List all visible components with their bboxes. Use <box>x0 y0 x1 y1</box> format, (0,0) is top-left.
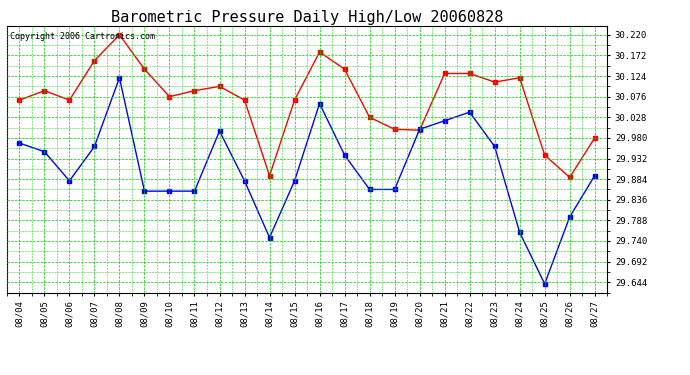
Title: Barometric Pressure Daily High/Low 20060828: Barometric Pressure Daily High/Low 20060… <box>111 10 503 25</box>
Text: Copyright 2006 Cartronics.com: Copyright 2006 Cartronics.com <box>10 32 155 40</box>
